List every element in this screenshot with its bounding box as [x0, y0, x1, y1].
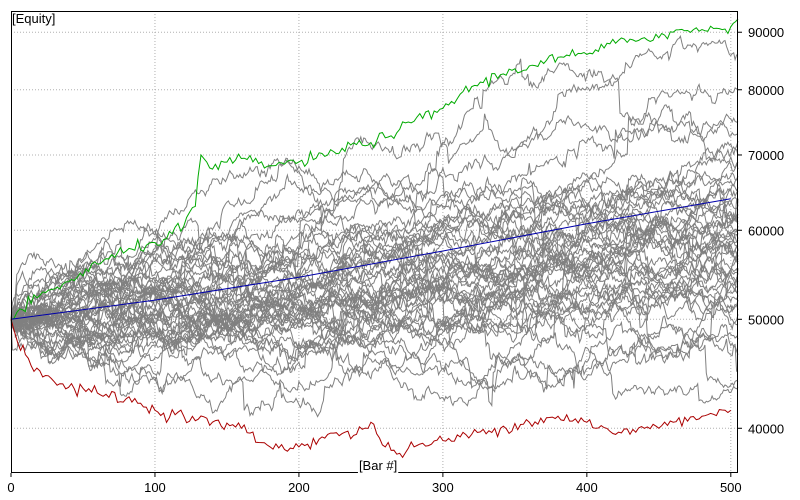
y-tick-label: 40000	[748, 421, 784, 436]
x-tick-label: 400	[576, 480, 598, 495]
simulation-line	[10, 184, 739, 331]
y-axis-label: [Equity]	[12, 11, 55, 26]
x-tick-label: 500	[720, 480, 742, 495]
simulation-line	[10, 253, 739, 355]
worst-series-line	[10, 319, 732, 459]
x-tick-label: 300	[432, 480, 454, 495]
y-tick-label: 90000	[748, 25, 784, 40]
x-axis-label-background	[357, 458, 399, 473]
simulation-line	[10, 104, 739, 330]
y-tick-label: 80000	[748, 83, 784, 98]
simulation-line	[10, 111, 739, 320]
simulation-line	[10, 188, 739, 337]
simulation-line	[10, 219, 739, 369]
highlighted-series	[10, 18, 739, 459]
x-axis: 0 100 200 300 400 500	[7, 473, 742, 495]
y-tick-label: 50000	[748, 312, 784, 327]
x-tick-label: 100	[144, 480, 166, 495]
x-tick-label: 0	[7, 480, 14, 495]
simulation-line	[10, 239, 739, 327]
best-series-line	[10, 18, 739, 320]
y-tick-label: 70000	[748, 148, 784, 163]
simulation-line	[10, 170, 739, 327]
simulation-line	[10, 252, 739, 333]
y-axis: 40000 50000 60000 70000 80000 90000	[738, 25, 784, 436]
simulation-line	[10, 34, 739, 337]
simulation-line	[10, 221, 739, 342]
simulation-line	[10, 298, 739, 418]
simulation-line	[10, 191, 739, 349]
simulation-line	[10, 204, 739, 377]
simulation-line	[10, 307, 739, 381]
simulation-line	[10, 283, 739, 349]
x-tick-label: 200	[288, 480, 310, 495]
average-series-line	[10, 198, 731, 320]
simulation-line	[10, 240, 739, 383]
simulation-line	[10, 228, 739, 397]
simulation-lines	[10, 34, 739, 418]
y-tick-label: 60000	[748, 223, 784, 238]
simulation-line	[10, 263, 739, 361]
simulation-line	[10, 213, 739, 333]
simulation-line	[10, 198, 739, 325]
simulation-line	[10, 174, 739, 356]
simulation-line	[10, 309, 739, 404]
x-axis-label: [Bar #]	[359, 458, 397, 473]
